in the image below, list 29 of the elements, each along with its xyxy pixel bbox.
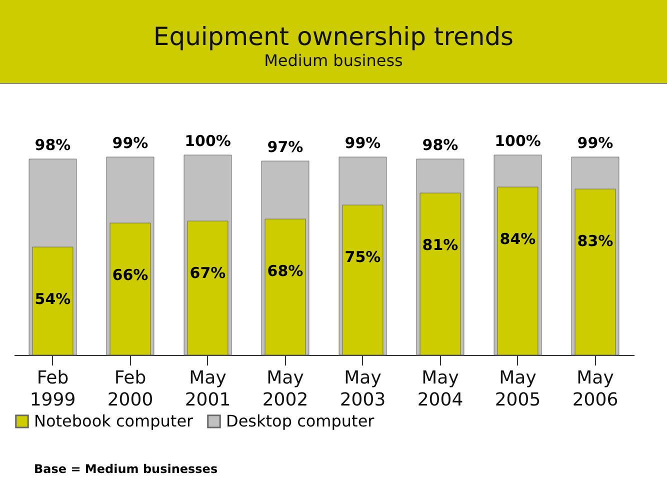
x-tick-label: May 2006 bbox=[572, 368, 618, 410]
x-tick-label: Feb 2000 bbox=[107, 368, 154, 410]
x-tick-label: Feb 1999 bbox=[30, 368, 76, 410]
chart-title: Equipment ownership trends bbox=[152, 22, 515, 51]
legend-label: Notebook computer bbox=[34, 411, 194, 430]
data-label: 75% bbox=[344, 248, 381, 266]
x-tick-label: May 2003 bbox=[340, 368, 386, 410]
data-label: 97% bbox=[267, 138, 304, 156]
data-label: 54% bbox=[34, 290, 71, 308]
legend-label: Desktop computer bbox=[226, 411, 375, 430]
data-label: 98% bbox=[34, 136, 71, 154]
data-label: 100% bbox=[184, 132, 231, 150]
x-tick-label: May 2005 bbox=[494, 368, 541, 410]
data-label: 68% bbox=[267, 262, 304, 280]
data-label: 83% bbox=[577, 232, 614, 250]
data-label: 81% bbox=[422, 236, 458, 254]
data-label: 99% bbox=[344, 134, 381, 152]
text: Base = Medium businesses bbox=[34, 462, 218, 476]
data-label: 99% bbox=[577, 134, 614, 152]
data-label: 84% bbox=[500, 230, 536, 248]
data-label: 100% bbox=[494, 132, 541, 150]
x-tick-label: May 2001 bbox=[184, 368, 231, 410]
data-label: 67% bbox=[190, 264, 226, 282]
chart-subtitle: Medium business bbox=[263, 51, 404, 70]
data-label: 99% bbox=[112, 134, 148, 152]
x-tick-label: May 2002 bbox=[262, 368, 308, 410]
data-label: 98% bbox=[422, 136, 458, 154]
x-tick-label: May 2004 bbox=[417, 368, 464, 410]
data-label: 66% bbox=[112, 266, 148, 284]
